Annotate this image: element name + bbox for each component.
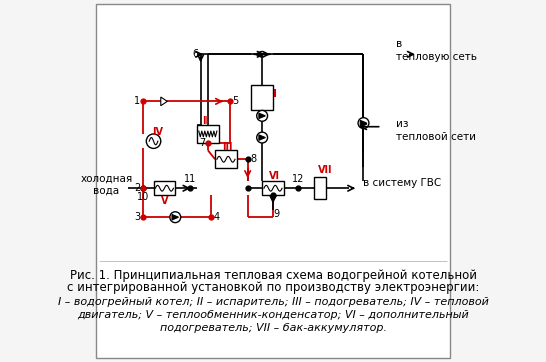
Text: 10: 10 [136,192,149,202]
Text: в систему ГВС: в систему ГВС [364,178,442,188]
Text: 7: 7 [199,138,205,148]
Text: 6: 6 [192,49,198,59]
Text: в
тепловую сеть: в тепловую сеть [396,39,477,62]
Text: из
тепловой сети: из тепловой сети [396,119,476,142]
Text: 3: 3 [134,212,140,222]
Text: V: V [161,196,168,206]
Text: Рис. 1. Принципиальная тепловая схема водогрейной котельной: Рис. 1. Принципиальная тепловая схема во… [69,269,477,282]
Text: I: I [273,89,277,99]
Polygon shape [259,135,265,140]
Text: VI: VI [269,171,280,181]
Text: 2: 2 [134,183,140,193]
Text: VII: VII [318,165,333,175]
Circle shape [358,118,369,129]
Bar [197,125,219,143]
Bar [262,181,284,195]
Polygon shape [259,113,265,119]
Text: с интегрированной установкой по производству электроэнергии:: с интегрированной установкой по производ… [67,281,479,294]
Text: 5: 5 [232,96,238,106]
Text: 11: 11 [183,174,196,184]
Text: III: III [223,142,233,152]
Polygon shape [161,97,167,106]
Circle shape [146,134,161,148]
Circle shape [257,132,268,143]
Circle shape [257,110,268,121]
Text: I – водогрейный котел; II – испаритель; III – подогреватель; IV – тепловой: I – водогрейный котел; II – испаритель; … [57,297,489,307]
Bar [153,181,175,195]
Bar [215,150,237,168]
Polygon shape [360,120,367,126]
Bar [251,85,273,110]
Circle shape [170,212,181,223]
Text: холодная
вода: холодная вода [80,173,133,196]
Text: подогреватель; VII – бак-аккумулятор.: подогреватель; VII – бак-аккумулятор. [159,323,387,333]
Bar [314,177,327,199]
Text: двигатель; V – теплообменник-конденсатор; VI – дополнительный: двигатель; V – теплообменник-конденсатор… [77,310,469,320]
Text: IV: IV [152,127,163,137]
Text: 12: 12 [292,174,305,184]
Text: 1: 1 [134,96,140,106]
Text: II: II [203,116,210,126]
Polygon shape [172,214,179,220]
Text: 4: 4 [214,212,220,222]
Text: 9: 9 [274,209,280,219]
Text: 8: 8 [250,154,256,164]
